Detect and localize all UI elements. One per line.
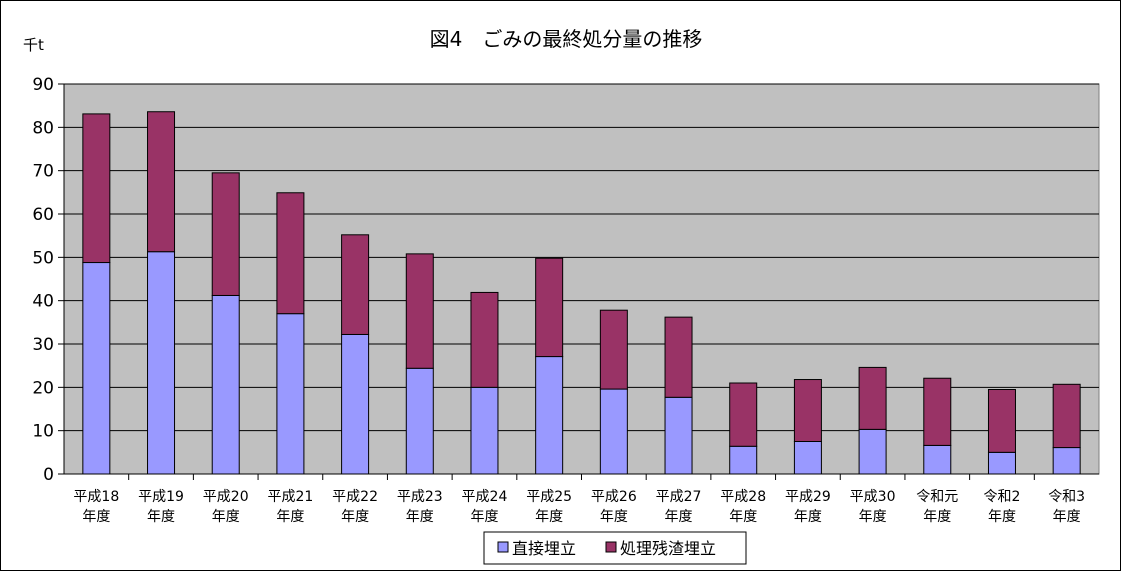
x-tick-label: 年度	[147, 509, 175, 525]
y-tick-label: 0	[43, 465, 54, 485]
y-tick-label: 50	[32, 248, 54, 268]
y-tick-label: 30	[32, 335, 54, 355]
x-tick-label: 年度	[988, 509, 1016, 525]
x-tick-label: 平成25	[526, 489, 572, 505]
y-tick-label: 60	[32, 205, 54, 225]
bar-residue-landfill	[987, 389, 1016, 453]
x-tick-label: 年度	[535, 509, 563, 525]
bar-direct-landfill	[1052, 447, 1081, 475]
x-tick-label: 年度	[406, 509, 434, 525]
x-tick-label: 平成24	[462, 489, 508, 505]
x-tick-label: 平成28	[720, 489, 766, 505]
x-tick-label: 年度	[341, 509, 369, 525]
y-tick-label: 10	[32, 422, 54, 442]
x-tick-label: 令和元	[916, 489, 958, 505]
legend-swatch	[497, 541, 509, 553]
x-tick-label: 平成21	[267, 489, 313, 505]
x-tick-label: 平成26	[591, 489, 637, 505]
legend-label: 処理残渣埋立	[620, 539, 716, 558]
bar-direct-landfill	[987, 451, 1016, 475]
x-tick-label: 平成20	[203, 489, 249, 505]
bar-direct-landfill	[341, 333, 370, 475]
x-tick-label: 平成29	[785, 489, 831, 505]
x-tick-label: 年度	[923, 509, 951, 525]
x-tick-label: 年度	[729, 509, 757, 525]
legend: 直接埋立 処理残渣埋立	[483, 531, 747, 565]
y-tick-label: 20	[32, 378, 54, 398]
x-tick-label: 平成23	[397, 489, 443, 505]
bar-residue-landfill	[1052, 383, 1081, 449]
bar-direct-landfill	[405, 367, 434, 475]
bar-direct-landfill	[923, 444, 952, 475]
bar-direct-landfill	[729, 445, 758, 475]
bar-direct-landfill	[664, 396, 693, 475]
bar-residue-landfill	[664, 316, 693, 398]
bar-direct-landfill	[276, 313, 305, 475]
bar-direct-landfill	[535, 356, 564, 475]
x-tick-label: 年度	[665, 509, 693, 525]
plot-area: 0 10 20 30 40 50 60 70 80 90 平成18 年度 平成19 年度 平成20 年度 平成2…	[32, 75, 1100, 525]
x-tick-label: 年度	[859, 509, 887, 525]
bar-residue-landfill	[211, 172, 240, 296]
x-tick-label: 年度	[600, 509, 628, 525]
x-tick-label: 令和2	[984, 489, 1021, 505]
legend-swatch	[605, 541, 617, 553]
bar-direct-landfill	[211, 294, 240, 475]
bar-residue-landfill	[82, 113, 111, 264]
x-tick-label: 平成22	[332, 489, 378, 505]
bar-direct-landfill	[858, 428, 887, 475]
bar-residue-landfill	[341, 234, 370, 335]
bar-residue-landfill	[793, 379, 822, 442]
y-tick-label: 90	[32, 75, 54, 95]
x-tick-label: 平成27	[656, 489, 702, 505]
bar-residue-landfill	[858, 366, 887, 430]
x-tick-label: 年度	[794, 509, 822, 525]
bar-direct-landfill	[599, 388, 628, 475]
y-tick-label: 70	[32, 162, 54, 182]
bar-direct-landfill	[470, 386, 499, 475]
x-tick-label: 年度	[470, 509, 498, 525]
bar-residue-landfill	[923, 377, 952, 446]
bar-residue-landfill	[405, 253, 434, 369]
y-tick-label: 80	[32, 118, 54, 138]
chart-title: 図4 ごみの最終処分量の推移	[430, 27, 703, 51]
x-tick-label: 年度	[1053, 509, 1081, 525]
bar-residue-landfill	[147, 111, 176, 253]
x-tick-label: 年度	[212, 509, 240, 525]
bar-direct-landfill	[793, 441, 822, 475]
x-tick-label: 令和3	[1048, 489, 1085, 505]
bar-residue-landfill	[535, 257, 564, 358]
x-tick-label: 平成30	[850, 489, 896, 505]
x-tick-label: 平成18	[73, 489, 119, 505]
unit-label: 千t	[23, 36, 44, 54]
x-tick-label: 年度	[276, 509, 304, 525]
bar-residue-landfill	[729, 382, 758, 447]
bar-residue-landfill	[599, 309, 628, 390]
x-tick-label: 年度	[82, 509, 110, 525]
bar-residue-landfill	[470, 291, 499, 388]
y-tick-label: 40	[32, 292, 54, 312]
bar-residue-landfill	[276, 192, 305, 315]
bar-direct-landfill	[82, 262, 111, 475]
bar-direct-landfill	[147, 251, 176, 475]
x-tick-label: 平成19	[138, 489, 184, 505]
legend-label: 直接埋立	[512, 539, 576, 558]
